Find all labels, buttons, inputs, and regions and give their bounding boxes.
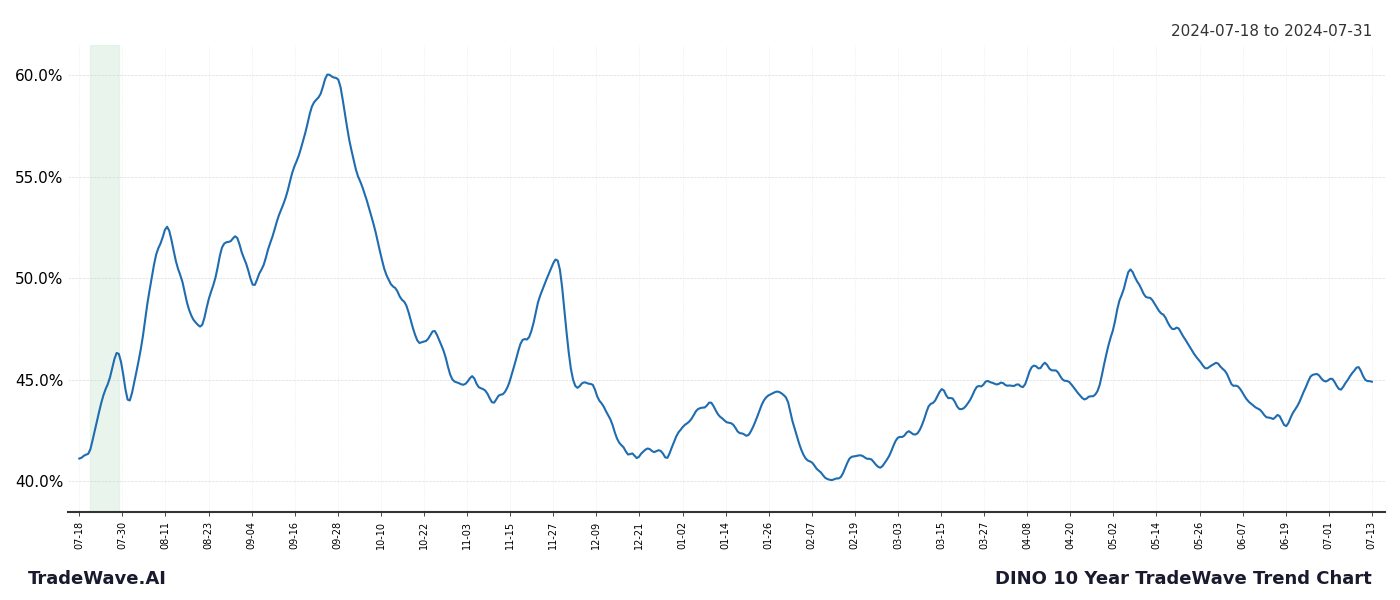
Text: DINO 10 Year TradeWave Trend Chart: DINO 10 Year TradeWave Trend Chart	[995, 570, 1372, 588]
Text: TradeWave.AI: TradeWave.AI	[28, 570, 167, 588]
Bar	[91, 45, 119, 512]
Text: 2024-07-18 to 2024-07-31: 2024-07-18 to 2024-07-31	[1170, 24, 1372, 39]
